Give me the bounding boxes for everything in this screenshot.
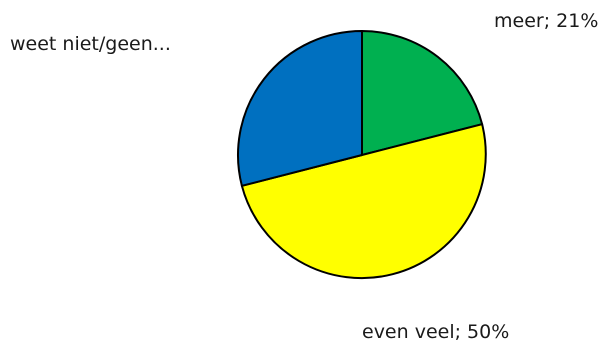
- slice-label-meer: meer; 21%: [494, 10, 598, 32]
- slice-label-even-veel: even veel; 50%: [362, 321, 509, 343]
- pie-slice-even-veel: [240, 123, 487, 280]
- slice-label-weet-niet: weet niet/geen...: [10, 33, 171, 55]
- pie-slice-meer: [361, 30, 484, 156]
- pie-slices: [237, 30, 487, 280]
- pie-slice-weet-niet-geen: [237, 30, 363, 187]
